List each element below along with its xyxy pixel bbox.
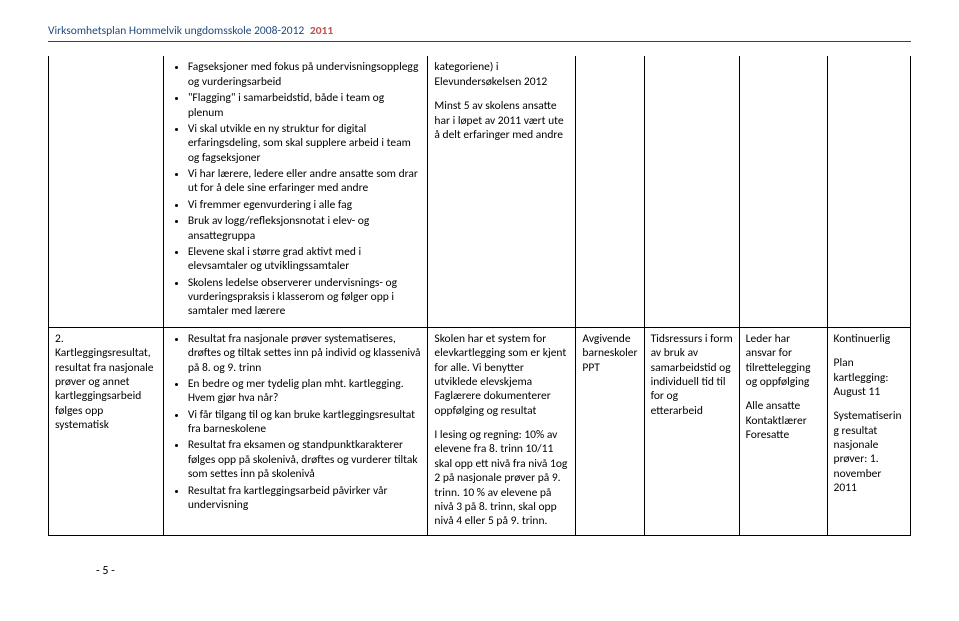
cell-resources: Tidsressurs i form av bruk av samarbeids… bbox=[644, 327, 739, 535]
page-header: Virksomhetsplan Hommelvik ungdomsskole 2… bbox=[48, 24, 911, 38]
list-item: Resultat fra eksamen og standpunktkarakt… bbox=[188, 438, 422, 481]
line: barneskoler bbox=[582, 346, 637, 360]
paragraph: I lesing og regning: 10% av elevene fra … bbox=[434, 428, 569, 529]
cell-actions: Resultat fra nasjonale prøver systematis… bbox=[163, 327, 428, 535]
page-number: - 5 - bbox=[96, 564, 911, 579]
line: Foresatte bbox=[746, 428, 821, 442]
bullet-list: Resultat fra nasjonale prøver systematis… bbox=[170, 332, 422, 513]
header-title: Virksomhetsplan Hommelvik ungdomsskole 2… bbox=[48, 24, 304, 38]
list-item: Skolens ledelse observerer undervisnings… bbox=[188, 276, 422, 319]
bullet-list: Fagseksjoner med fokus på undervisningso… bbox=[170, 60, 422, 318]
spacer bbox=[434, 418, 569, 428]
header-year: 2011 bbox=[310, 24, 333, 38]
paragraph: Systematisering resultat nasjonale prøve… bbox=[834, 409, 904, 495]
cell-blank bbox=[739, 56, 827, 327]
list-item: "Flagging" i samarbeidstid, både i team … bbox=[188, 91, 422, 120]
list-item: En bedre og mer tydelig plan mht. kartle… bbox=[188, 377, 422, 406]
cell-blank bbox=[644, 56, 739, 327]
list-item: Resultat fra nasjonale prøver systematis… bbox=[188, 332, 422, 375]
spacer bbox=[434, 89, 569, 99]
cell-partners: Avgivende barneskoler PPT bbox=[576, 327, 644, 535]
table-row: Fagseksjoner med fokus på undervisningso… bbox=[49, 56, 911, 327]
paragraph: Kontinuerlig bbox=[834, 332, 904, 346]
list-item: Bruk av logg/refleksjonsnotat i elev- og… bbox=[188, 214, 422, 243]
paragraph: Skolen har et system for elevkartlegging… bbox=[434, 332, 569, 418]
paragraph: kategoriene) i Elevundersøkelsen 2012 bbox=[434, 60, 569, 89]
cell-deadline: Kontinuerlig Plan kartlegging: August 11… bbox=[827, 327, 910, 535]
line: Alle ansatte bbox=[746, 399, 821, 413]
list-item: Vi fremmer egenvurdering i alle fag bbox=[188, 198, 422, 212]
cell-blank bbox=[576, 56, 644, 327]
list-item: Vi får tilgang til og kan bruke kartlegg… bbox=[188, 408, 422, 437]
table-row: 2. Kartleggingsresultat, resultat fra na… bbox=[49, 327, 911, 535]
list-item: Vi skal utvikle en ny struktur for digit… bbox=[188, 122, 422, 165]
cell-actions: Fagseksjoner med fokus på undervisningso… bbox=[163, 56, 428, 327]
line: Kontaktlærer bbox=[746, 414, 821, 428]
paragraph: 2. Kartleggingsresultat, resultat fra na… bbox=[55, 332, 157, 433]
paragraph: Plan kartlegging: August 11 bbox=[834, 356, 904, 399]
cell-responsible: Leder har ansvar for tilrettelegging og … bbox=[739, 327, 827, 535]
paragraph: Tidsressurs i form av bruk av samarbeids… bbox=[651, 332, 733, 418]
list-item: Vi har lærere, ledere eller andre ansatt… bbox=[188, 167, 422, 196]
line: PPT bbox=[582, 361, 637, 375]
plan-table: Fagseksjoner med fokus på undervisningso… bbox=[48, 56, 911, 535]
spacer bbox=[746, 389, 821, 399]
cell-blank bbox=[49, 56, 164, 327]
spacer bbox=[834, 346, 904, 356]
header-rule bbox=[48, 41, 911, 42]
cell-indicators: Skolen har et system for elevkartlegging… bbox=[428, 327, 576, 535]
paragraph: Minst 5 av skolens ansatte har i løpet a… bbox=[434, 99, 569, 142]
line: Avgivende bbox=[582, 332, 637, 346]
cell-blank bbox=[827, 56, 910, 327]
list-item: Fagseksjoner med fokus på undervisningso… bbox=[188, 60, 422, 89]
list-item: Resultat fra kartleggingsarbeid påvirker… bbox=[188, 484, 422, 513]
spacer bbox=[834, 399, 904, 409]
cell-indicators: kategoriene) i Elevundersøkelsen 2012 Mi… bbox=[428, 56, 576, 327]
cell-goal: 2. Kartleggingsresultat, resultat fra na… bbox=[49, 327, 164, 535]
list-item: Elevene skal i større grad aktivt med i … bbox=[188, 245, 422, 274]
paragraph: Leder har ansvar for tilrettelegging og … bbox=[746, 332, 821, 390]
